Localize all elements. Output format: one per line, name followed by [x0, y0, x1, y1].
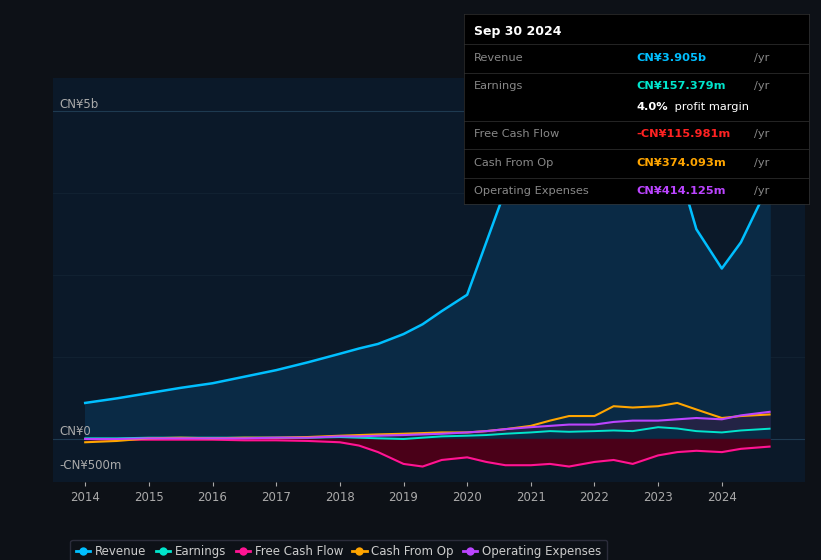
Text: CN¥374.093m: CN¥374.093m [636, 157, 726, 167]
Text: /yr: /yr [754, 186, 769, 196]
Text: /yr: /yr [754, 129, 769, 139]
Text: Cash From Op: Cash From Op [475, 157, 553, 167]
Text: Sep 30 2024: Sep 30 2024 [475, 25, 562, 38]
Text: profit margin: profit margin [671, 102, 749, 113]
Text: Free Cash Flow: Free Cash Flow [475, 129, 559, 139]
Text: 4.0%: 4.0% [636, 102, 668, 113]
Text: CN¥0: CN¥0 [60, 424, 91, 438]
Text: Earnings: Earnings [475, 81, 524, 91]
Legend: Revenue, Earnings, Free Cash Flow, Cash From Op, Operating Expenses: Revenue, Earnings, Free Cash Flow, Cash … [71, 540, 608, 560]
Text: CN¥157.379m: CN¥157.379m [636, 81, 726, 91]
Text: Operating Expenses: Operating Expenses [475, 186, 589, 196]
Text: /yr: /yr [754, 81, 769, 91]
Text: -CN¥115.981m: -CN¥115.981m [636, 129, 731, 139]
Text: CN¥414.125m: CN¥414.125m [636, 186, 726, 196]
Text: /yr: /yr [754, 157, 769, 167]
Text: CN¥5b: CN¥5b [60, 98, 99, 111]
Text: -CN¥500m: -CN¥500m [60, 459, 122, 472]
Text: Revenue: Revenue [475, 53, 524, 63]
Text: CN¥3.905b: CN¥3.905b [636, 53, 706, 63]
Text: /yr: /yr [754, 53, 769, 63]
